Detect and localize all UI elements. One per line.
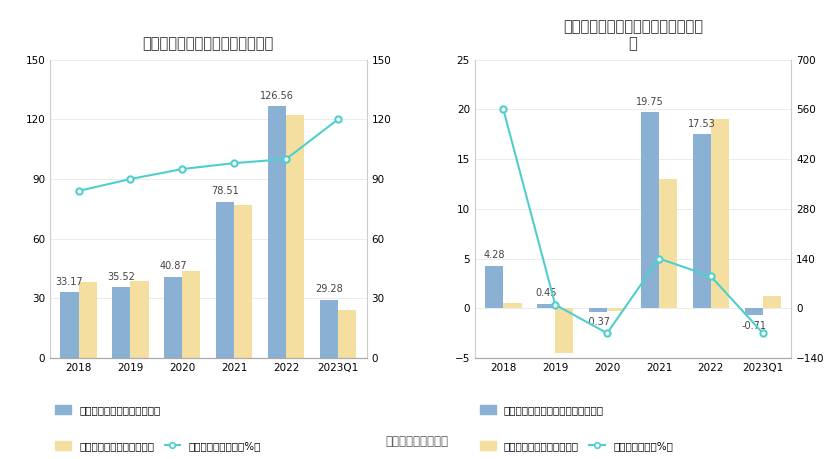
Text: 35.52: 35.52 [107, 272, 135, 282]
Bar [556, 308, 573, 353]
Text: 19.75: 19.75 [636, 96, 664, 106]
Title: 历年经营现金流净额、归母净利润情
况: 历年经营现金流净额、归母净利润情 况 [563, 19, 703, 51]
Text: 33.17: 33.17 [56, 277, 83, 287]
Bar [607, 308, 626, 311]
Bar [216, 202, 234, 358]
Bar [60, 292, 78, 358]
Bar [164, 277, 182, 358]
Text: 29.28: 29.28 [315, 285, 342, 294]
Text: -0.71: -0.71 [741, 321, 766, 331]
Bar [485, 266, 503, 308]
Bar [234, 205, 252, 358]
Text: 17.53: 17.53 [688, 118, 716, 129]
Text: 78.51: 78.51 [212, 186, 239, 196]
Bar [503, 303, 521, 308]
Text: 数据来源：恒生聚源: 数据来源：恒生聚源 [385, 435, 448, 448]
Text: 0.45: 0.45 [536, 288, 557, 298]
Bar [763, 297, 781, 308]
Bar [78, 282, 97, 358]
Bar [182, 271, 201, 358]
Bar [268, 106, 286, 358]
Bar [338, 310, 357, 358]
Bar [131, 281, 148, 358]
Text: 126.56: 126.56 [260, 91, 294, 101]
Bar [659, 179, 677, 308]
Text: 40.87: 40.87 [159, 261, 187, 271]
Legend: 左轴：归母净利润（亿元）, 右轴：净现比（%）: 左轴：归母净利润（亿元）, 右轴：净现比（%） [480, 441, 673, 451]
Bar [286, 115, 304, 358]
Bar [641, 112, 659, 308]
Bar [112, 287, 131, 358]
Title: 历年经营现金流入、营业收入情况: 历年经营现金流入、营业收入情况 [142, 37, 274, 51]
Legend: 左轴：营业总收入（亿元）, 右轴：营收现金比（%）: 左轴：营业总收入（亿元）, 右轴：营收现金比（%） [55, 441, 261, 451]
Bar [711, 119, 729, 308]
Bar [745, 308, 763, 315]
Bar [537, 304, 556, 308]
Bar [693, 134, 711, 308]
Text: -0.37: -0.37 [586, 317, 611, 327]
Bar [589, 308, 607, 312]
Bar [320, 300, 338, 358]
Text: 4.28: 4.28 [483, 250, 505, 260]
